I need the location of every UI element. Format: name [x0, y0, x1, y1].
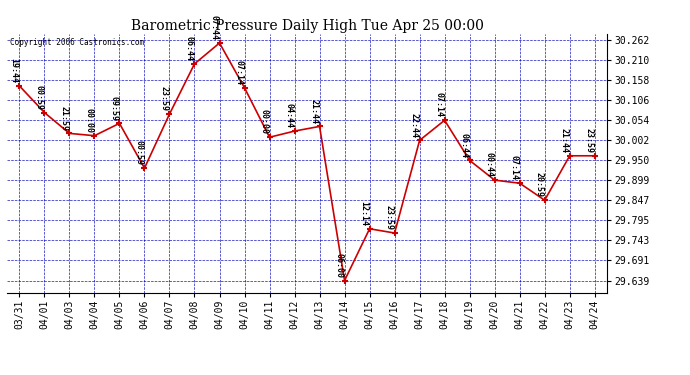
- Text: 00:44: 00:44: [484, 152, 493, 177]
- Text: 04:44: 04:44: [284, 103, 293, 128]
- Text: Copyright 2006 Castronics.com: Copyright 2006 Castronics.com: [10, 38, 144, 46]
- Text: 06:44: 06:44: [460, 133, 469, 158]
- Text: 09:59: 09:59: [110, 96, 119, 121]
- Text: 19:44: 19:44: [10, 58, 19, 83]
- Text: 07:14: 07:14: [235, 60, 244, 85]
- Text: 07:14: 07:14: [510, 155, 519, 180]
- Text: 23:59: 23:59: [384, 205, 393, 230]
- Text: 00:00: 00:00: [84, 108, 93, 133]
- Text: 06:00: 06:00: [335, 253, 344, 278]
- Text: 07:14: 07:14: [435, 93, 444, 117]
- Text: 00:59: 00:59: [135, 140, 144, 165]
- Text: 22:44: 22:44: [410, 112, 419, 138]
- Text: 23:59: 23:59: [159, 86, 168, 111]
- Text: 00:59: 00:59: [34, 85, 43, 110]
- Text: 00:00: 00:00: [259, 110, 268, 135]
- Text: 06:44: 06:44: [184, 36, 193, 61]
- Text: 23:59: 23:59: [584, 128, 593, 153]
- Title: Barometric Pressure Daily High Tue Apr 25 00:00: Barometric Pressure Daily High Tue Apr 2…: [130, 19, 484, 33]
- Text: 21:44: 21:44: [310, 99, 319, 124]
- Text: 07:44: 07:44: [210, 15, 219, 40]
- Text: 21:59: 21:59: [59, 106, 68, 130]
- Text: 12:14: 12:14: [359, 201, 368, 226]
- Text: 20:59: 20:59: [535, 172, 544, 197]
- Text: 21:44: 21:44: [560, 128, 569, 153]
